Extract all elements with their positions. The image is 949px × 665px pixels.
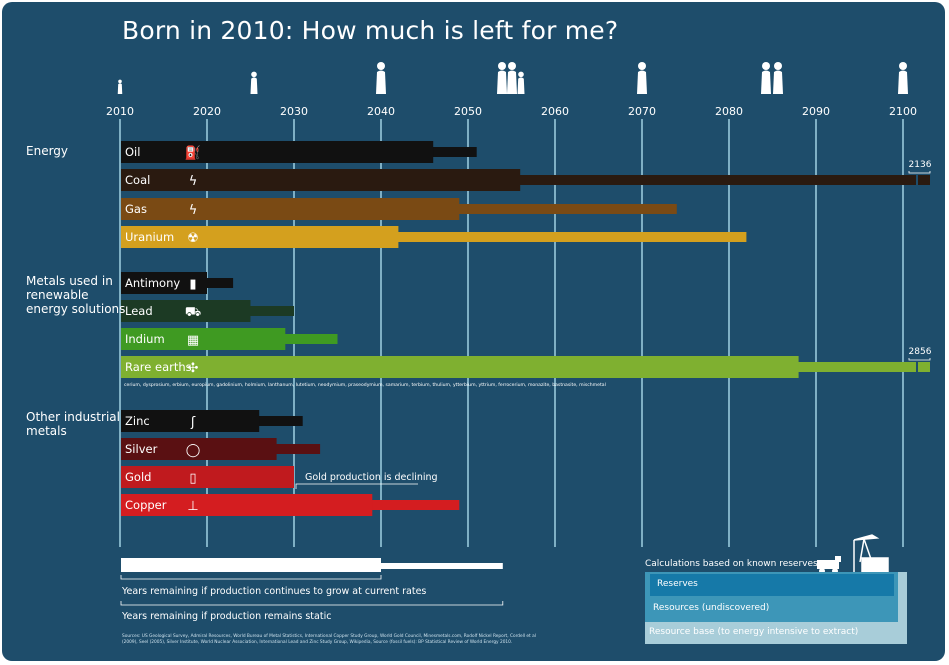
row-label: Antimony — [125, 276, 180, 290]
row-label: Oil — [125, 145, 140, 159]
bar-static — [248, 306, 294, 316]
legend-bar-static — [381, 563, 503, 569]
legend-static-label: Years remaining if production remains st… — [122, 611, 332, 622]
wind-turbine-icon: ✣ — [188, 361, 199, 376]
bar-growth — [121, 226, 399, 248]
bride-icon — [376, 62, 386, 94]
year-tick-label: 2030 — [280, 105, 308, 118]
year-tick-label: 2090 — [802, 105, 830, 118]
sources-text: Sources: US Geological Survey, Admiral R… — [122, 634, 536, 645]
bar-growth — [121, 272, 207, 294]
child-icon — [250, 71, 258, 94]
phone-icon: ▯ — [189, 471, 196, 486]
reserves-label: Reserves — [657, 579, 698, 589]
elderly-couple-icon — [761, 62, 783, 94]
bar-static — [274, 444, 321, 454]
bar-growth — [121, 438, 277, 460]
row-label: Gold — [125, 470, 151, 484]
bar-break-mark — [916, 361, 918, 373]
fuel-pump-icon: ⛽ — [185, 145, 201, 161]
radiation-icon: ☢ — [187, 231, 199, 246]
rare-earths-end-label-bracket — [908, 358, 931, 361]
resource-base-label: Resource base (to energy intensive to ex… — [649, 627, 859, 637]
reserves-box — [650, 574, 894, 596]
family-icon — [497, 62, 525, 94]
category-other-metals: Other industrial metals — [26, 410, 120, 438]
bar-growth — [121, 169, 521, 191]
year-tick-label: 2020 — [193, 105, 221, 118]
bar-static — [283, 334, 338, 344]
rare-earths-list: cerium, dysprosium, erbium, europium, ga… — [124, 382, 606, 388]
bar-growth — [121, 494, 373, 516]
bar-static — [257, 416, 303, 426]
year-tick-label: 2070 — [628, 105, 656, 118]
row-label: Lead — [125, 304, 153, 318]
gold-note: Gold production is declining — [305, 472, 438, 483]
row-label: Zinc — [125, 414, 150, 428]
gold-note-bracket — [295, 483, 418, 489]
legend-growth-label: Years remaining if production continues … — [122, 586, 427, 597]
bar-growth — [121, 328, 286, 350]
bar-growth — [121, 300, 251, 322]
bar-growth — [121, 198, 460, 220]
category-energy: Energy — [26, 144, 69, 158]
year-tick-label: 2100 — [889, 105, 917, 118]
lightning-icon: ϟ — [189, 203, 198, 218]
tap-icon: ⊥ — [187, 499, 198, 514]
row-label: Copper — [125, 498, 167, 512]
year-tick-label: 2010 — [106, 105, 134, 118]
legend-static-bracket — [120, 601, 504, 606]
row-label: Gas — [125, 202, 147, 216]
bar-static — [796, 362, 930, 372]
baby-icon — [117, 79, 123, 94]
bar-break-mark — [916, 174, 918, 186]
ring-icon: ◯ — [186, 443, 201, 458]
bar-static — [431, 147, 477, 157]
oil-pump-icon — [853, 534, 889, 592]
year-tick-label: 2040 — [367, 105, 395, 118]
row-label: Indium — [125, 332, 165, 346]
row-label: Silver — [125, 442, 158, 456]
year-tick-label: 2080 — [715, 105, 743, 118]
bar-static — [396, 232, 747, 242]
year-tick-label: 2050 — [454, 105, 482, 118]
resources-label: Resources (undiscovered) — [653, 603, 770, 613]
legend-growth-bracket — [120, 575, 382, 580]
bar-static — [370, 500, 460, 510]
coal-end-label-bracket — [908, 171, 931, 174]
bar-growth — [121, 410, 260, 432]
calc-title: Calculations based on known reserves: — [645, 559, 821, 569]
legend-bar-growth — [121, 558, 381, 572]
battery-icon: ▮ — [189, 277, 196, 292]
lightning-icon: ϟ — [189, 174, 198, 189]
bar-growth — [121, 466, 294, 488]
rare-earths-end-label: 2856 — [909, 347, 932, 357]
bar-static — [457, 204, 677, 214]
year-tick-label: 2060 — [541, 105, 569, 118]
elderly-man-icon — [637, 62, 647, 94]
life-stage-icons — [117, 62, 908, 94]
row-label: Uranium — [125, 230, 174, 244]
category-metals-renewable: Metals used in renewable energy solution… — [26, 274, 126, 316]
row-label: Rare earths — [125, 360, 192, 374]
saxophone-icon: ʃ — [190, 415, 196, 430]
car-icon: ⛟ — [185, 305, 201, 320]
bar-static — [205, 278, 234, 288]
coal-end-label: 2136 — [909, 160, 932, 170]
bar-growth — [121, 356, 799, 378]
row-label: Coal — [125, 173, 150, 187]
page-title: Born in 2010: How much is left for me? — [122, 16, 619, 45]
wheelchair-icon — [898, 62, 908, 94]
bar-growth — [121, 141, 434, 163]
solar-panel-icon: ▦ — [187, 333, 199, 348]
bar-static — [518, 175, 930, 185]
